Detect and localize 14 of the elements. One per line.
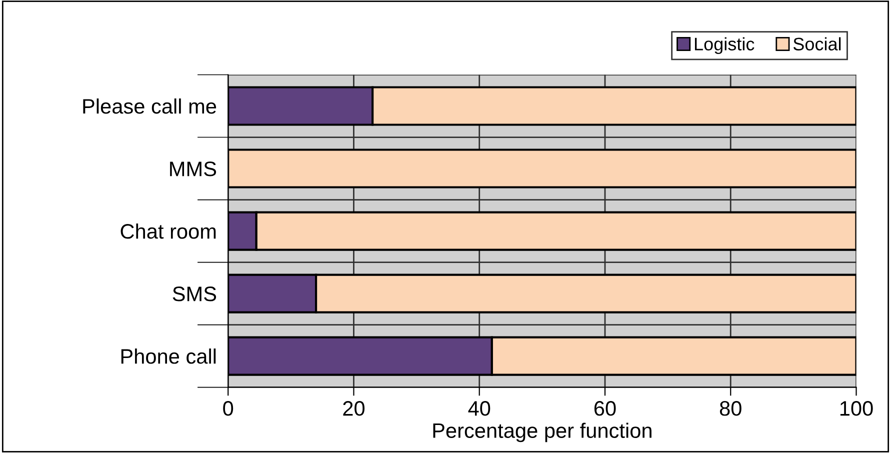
y-tick-label: SMS	[172, 286, 216, 302]
y-tick-label: Phone call	[121, 348, 216, 364]
legend-label: Social	[793, 37, 841, 50]
x-axis-title: Percentage per function	[433, 422, 652, 442]
legend-label: Logistic	[694, 37, 754, 54]
y-tick-label: MMS	[170, 162, 216, 176]
y-tick-label: Chat room	[120, 223, 216, 239]
x-tick-label: 40	[468, 401, 490, 416]
y-tick-label: Please call me	[83, 98, 216, 114]
x-tick-label: 60	[594, 401, 616, 416]
x-tick-label: 80	[720, 401, 742, 416]
x-tick-label: 20	[343, 401, 364, 416]
x-tick-label: 100	[840, 401, 873, 416]
x-tick-label: 0	[223, 401, 234, 416]
